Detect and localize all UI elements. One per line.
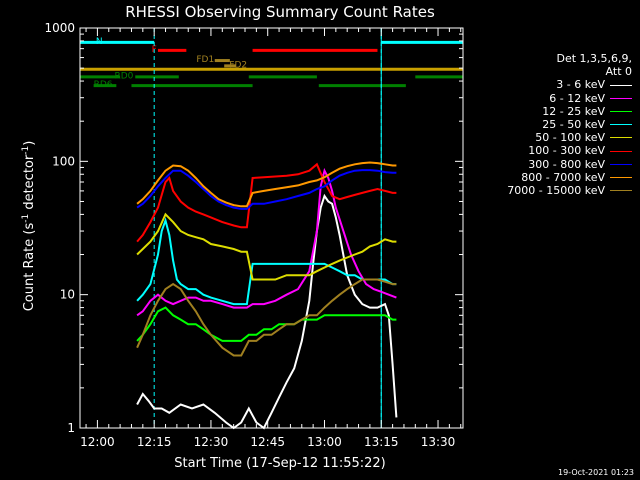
x-tick-label: 12:30 — [194, 435, 229, 449]
legend-swatch — [610, 190, 632, 192]
series-line-12-25-kev — [136, 306, 397, 342]
legend-entry-label: 7000 - 15000 keV — [507, 184, 605, 198]
x-tick-label: 12:00 — [80, 435, 115, 449]
legend-entry-label: 50 - 100 keV — [535, 131, 605, 145]
legend-swatch — [610, 176, 632, 178]
legend-entry: 25 - 50 keV — [507, 118, 632, 131]
legend-swatch — [610, 137, 632, 139]
y-tick-label: 10 — [60, 288, 75, 302]
legend-entry: 100 - 300 keV — [507, 144, 632, 157]
series-line-100-300-kev — [136, 162, 397, 243]
legend-entry-label: 100 - 300 keV — [528, 144, 605, 158]
x-axis-label: Start Time (17-Sep-12 11:55:22) — [174, 456, 385, 471]
legend-swatch — [610, 124, 632, 126]
y-tick-label: 1000 — [44, 21, 75, 35]
x-tick-label: 13:30 — [421, 435, 456, 449]
legend-swatch — [610, 84, 632, 86]
legend-entry: 3 - 6 keV — [507, 78, 632, 91]
legend-swatch — [610, 150, 632, 152]
axis-ticks: 1 10 100 1000 12:00 12:15 12:30 12:45 13:00 13:15… — [44, 21, 463, 449]
plot-frame — [79, 27, 464, 429]
flag-label-fd1: FD1 — [196, 55, 214, 65]
series-line-3-6-kev — [136, 193, 398, 430]
legend-entry-label: 300 - 800 keV — [528, 157, 605, 171]
legend-swatch — [610, 97, 632, 99]
y-axis-label: Count Rate (s-1 detector-1) — [21, 141, 37, 312]
series-line-50-100-kev — [136, 212, 397, 281]
legend: Det 1,3,5,6,9, Att 0 3 - 6 keV 6 - 12 keV… — [507, 52, 632, 197]
series-lines — [136, 161, 398, 430]
legend-entry: 800 - 7000 keV — [507, 171, 632, 184]
flag-label-rd6: RD6 — [94, 80, 113, 90]
y-tick-label: 1 — [67, 421, 75, 435]
legend-swatch — [610, 163, 632, 165]
series-line-800-7000-kev — [136, 161, 397, 208]
legend-entry: 6 - 12 keV — [507, 92, 632, 105]
legend-entry-label: 6 - 12 keV — [549, 91, 605, 105]
series-line-7000-15000-kev — [136, 278, 397, 357]
render-timestamp: 19-Oct-2021 01:23 — [558, 468, 634, 477]
legend-attenuator: Att 0 — [605, 65, 632, 79]
series-line-6-12-kev — [136, 167, 397, 317]
legend-entry-label: 25 - 50 keV — [542, 118, 605, 132]
series-line-300-800-kev — [136, 169, 397, 210]
legend-entry-label: 3 - 6 keV — [556, 78, 605, 92]
y-tick-label: 100 — [52, 154, 75, 168]
chart-title: RHESSI Observing Summary Count Rates — [125, 3, 435, 21]
x-tick-label: 13:15 — [364, 435, 399, 449]
flag-label-rd0: RD0 — [114, 71, 133, 81]
legend-swatch — [610, 110, 632, 112]
legend-entry: 12 - 25 keV — [507, 105, 632, 118]
observing-flags: NFFD1FD2RD0RD6 — [80, 28, 463, 428]
legend-entry: 7000 - 15000 keV — [507, 184, 632, 197]
x-tick-label: 12:45 — [250, 435, 285, 449]
legend-entry: 50 - 100 keV — [507, 131, 632, 144]
legend-entries: 3 - 6 keV 6 - 12 keV 12 - 25 keV 25 - 50 ke… — [507, 78, 632, 197]
flag-label-fd2: FD2 — [229, 60, 247, 70]
series-line-25-50-kev — [136, 217, 397, 306]
legend-detectors: Det 1,3,5,6,9, — [556, 52, 632, 65]
legend-entry-label: 12 - 25 keV — [542, 104, 605, 118]
legend-entry-label: 800 - 7000 keV — [521, 170, 605, 184]
flag-label-n: N — [96, 37, 103, 47]
x-tick-label: 13:00 — [307, 435, 342, 449]
legend-entry: 300 - 800 keV — [507, 158, 632, 171]
x-tick-label: 12:15 — [137, 435, 172, 449]
